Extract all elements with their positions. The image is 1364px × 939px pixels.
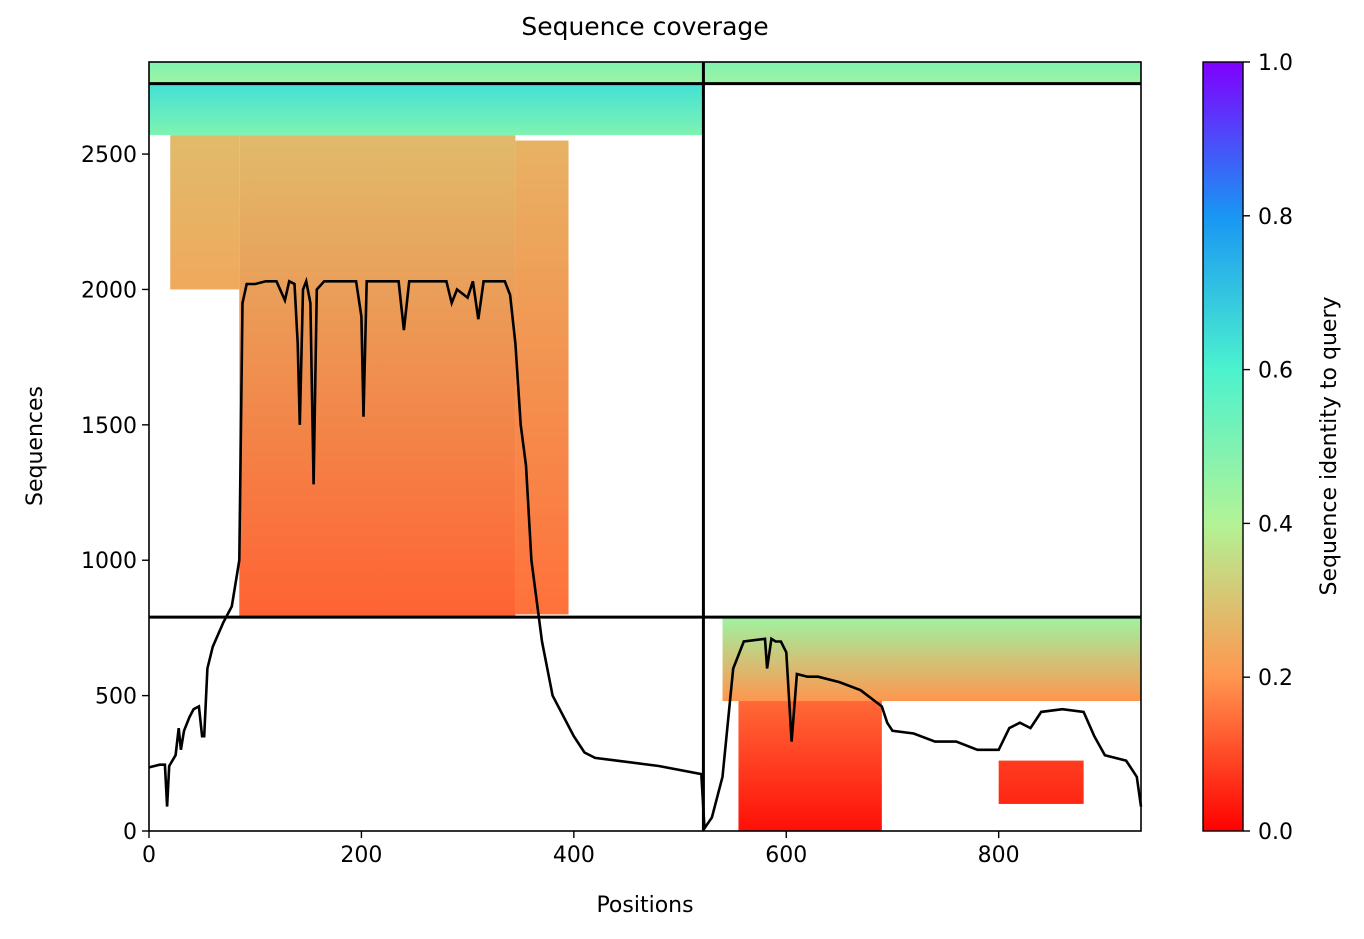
coverage-line: [148, 276, 1143, 833]
colorbar-tick-label: 0.2: [1258, 666, 1293, 691]
x-tick-label: 600: [765, 843, 807, 868]
y-tick-label: 0: [123, 820, 137, 845]
alignment-block: [515, 140, 569, 615]
y-tick-label: 2000: [81, 278, 137, 303]
x-tick-label: 800: [978, 843, 1020, 868]
alignment-block: [722, 617, 1141, 702]
x-tick-label: 0: [142, 843, 156, 868]
axes-frame: [148, 61, 1142, 832]
chart-title: Sequence coverage: [521, 12, 768, 41]
y-axis-label: Sequences: [23, 386, 48, 506]
y-tick-label: 1000: [81, 549, 137, 574]
alignment-block: [703, 62, 1141, 84]
colorbar-tick-label: 1.0: [1258, 51, 1293, 76]
alignment-block: [149, 62, 704, 84]
y-tick-label: 1500: [81, 414, 137, 439]
alignment-block: [738, 701, 882, 831]
alignment-block: [239, 135, 516, 618]
y-tick-label: 500: [95, 685, 137, 710]
plot-area: [148, 62, 1143, 833]
colorbar: [1202, 61, 1244, 832]
y-tick-label: 2500: [81, 143, 137, 168]
colorbar-tick-label: 0.6: [1258, 359, 1293, 384]
alignment-block: [149, 83, 704, 136]
colorbar-tick-label: 0.0: [1258, 820, 1293, 845]
x-axis-label: Positions: [596, 893, 693, 918]
colorbar-tick-label: 0.8: [1258, 205, 1293, 230]
alignment-block: [998, 760, 1084, 804]
alignment-block: [170, 135, 240, 290]
x-tick-label: 200: [340, 843, 382, 868]
colorbar-tick-label: 0.4: [1258, 512, 1293, 537]
x-tick-label: 400: [553, 843, 595, 868]
colorbar-label: Sequence identity to query: [1317, 296, 1342, 595]
